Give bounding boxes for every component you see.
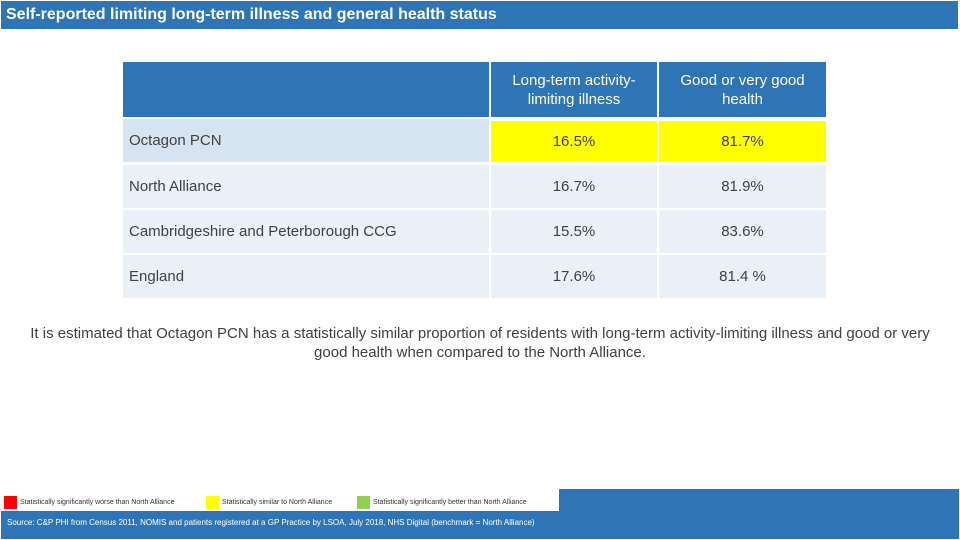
legend-swatch-red [4,496,17,509]
table-header-blank [123,62,489,117]
legend-label: Statistically significantly better than … [373,499,527,506]
legend-swatch-yellow [206,496,219,509]
table-row-label: North Alliance [123,165,489,208]
source-note: Source: C&P PHI from Census 2011, NOMIS … [7,518,535,527]
legend-label: Statistically significantly worse than N… [20,499,175,506]
table-header-health: Good or very good health [659,62,826,117]
title-bar: Self-reported limiting long-term illness… [1,1,958,29]
table-row-label: England [123,255,489,298]
table-cell-ltal: 16.5% [491,121,657,162]
table-cell-health: 81.4 % [659,255,826,298]
legend-swatch-green [357,496,370,509]
legend-label: Statistically similar to North Alliance [222,499,333,506]
table-cell-health: 83.6% [659,210,826,253]
table-cell-ltal: 16.7% [491,165,657,208]
legend-item-better: Statistically significantly better than … [357,496,527,509]
legend-item-similar: Statistically similar to North Alliance [206,496,332,509]
legend-item-worse: Statistically significantly worse than N… [4,496,174,509]
table-row-label: Octagon PCN [123,119,489,162]
page-title: Self-reported limiting long-term illness… [6,6,497,23]
legend: Statistically significantly worse than N… [1,489,559,511]
table-cell-health: 81.9% [659,165,826,208]
table-header-ltal: Long-term activity-limiting illness [491,62,657,117]
table-cell-health: 81.7% [659,121,826,162]
summary-text: It is estimated that Octagon PCN has a s… [30,325,930,361]
footer: Statistically significantly worse than N… [1,489,959,539]
table-cell-ltal: 15.5% [491,210,657,253]
table-row-label: Cambridgeshire and Peterborough CCG [123,210,489,253]
table-cell-ltal: 17.6% [491,255,657,298]
